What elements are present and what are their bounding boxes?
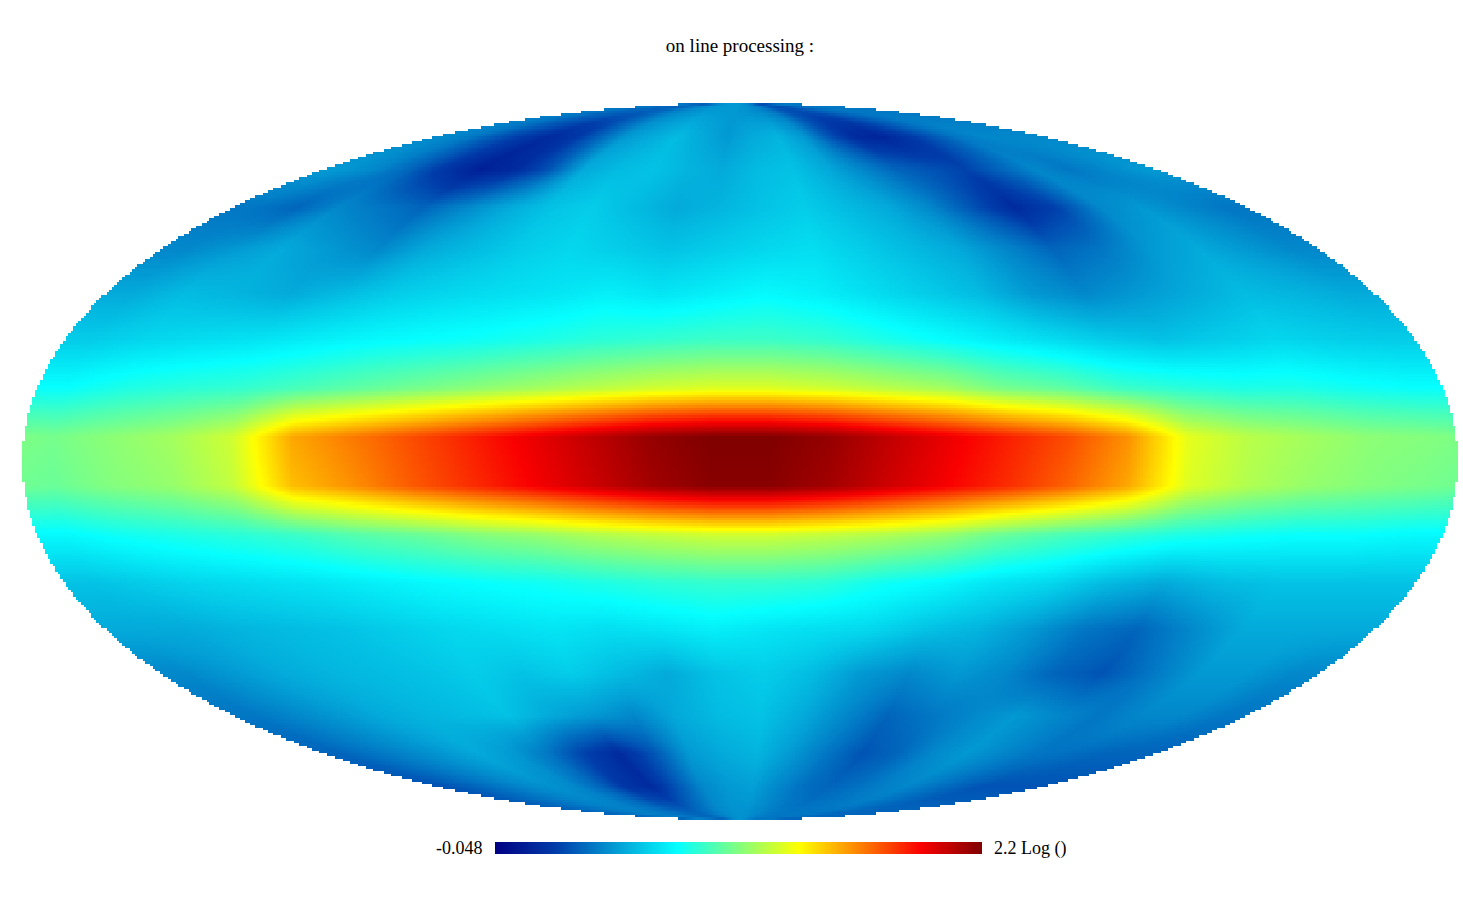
svg-text:-0.048: -0.048 [436,838,483,858]
svg-text:2.2 Log (): 2.2 Log () [994,838,1066,859]
svg-text:on line processing :: on line processing : [666,35,814,56]
